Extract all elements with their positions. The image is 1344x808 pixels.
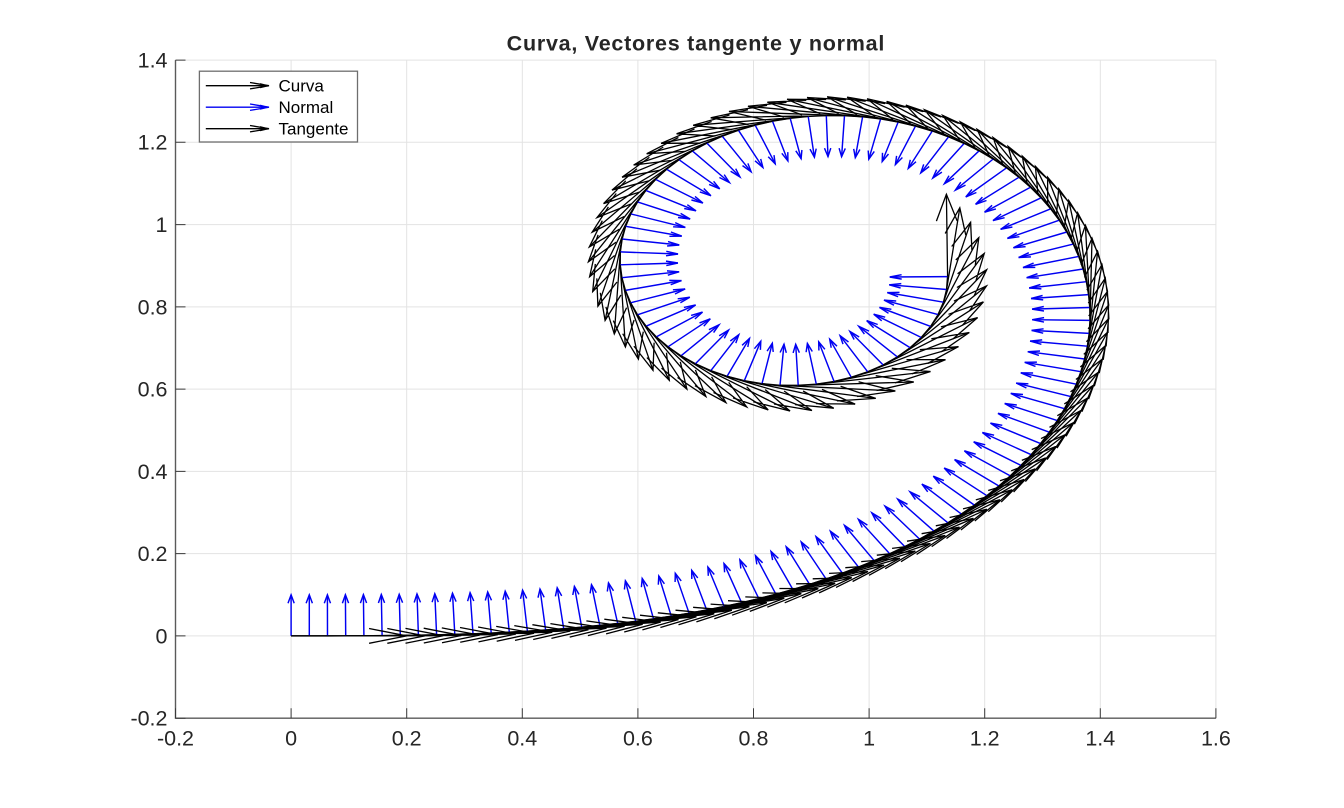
svg-text:1.2: 1.2 (138, 131, 168, 155)
svg-text:1.4: 1.4 (138, 49, 168, 73)
svg-text:0.4: 0.4 (507, 726, 537, 750)
svg-text:0.8: 0.8 (138, 295, 168, 319)
svg-text:-0.2: -0.2 (130, 707, 167, 731)
svg-text:0.6: 0.6 (623, 726, 653, 750)
svg-text:0.2: 0.2 (392, 726, 422, 750)
svg-text:0.6: 0.6 (138, 378, 168, 402)
svg-text:0: 0 (285, 726, 297, 750)
svg-text:0.4: 0.4 (138, 460, 168, 484)
svg-text:-0.2: -0.2 (157, 726, 194, 750)
svg-text:1.4: 1.4 (1085, 726, 1115, 750)
svg-text:Normal: Normal (279, 98, 334, 117)
svg-text:1.6: 1.6 (1201, 726, 1231, 750)
svg-text:0.8: 0.8 (739, 726, 769, 750)
svg-text:1: 1 (156, 213, 168, 237)
svg-text:Tangente: Tangente (279, 120, 349, 139)
svg-text:0.2: 0.2 (138, 542, 168, 566)
svg-text:1.2: 1.2 (970, 726, 1000, 750)
svg-text:Curva: Curva (279, 77, 325, 96)
svg-text:Curva, Vectores tangente y nor: Curva, Vectores tangente y normal (507, 31, 885, 55)
svg-text:0: 0 (156, 624, 168, 648)
svg-text:1: 1 (863, 726, 875, 750)
